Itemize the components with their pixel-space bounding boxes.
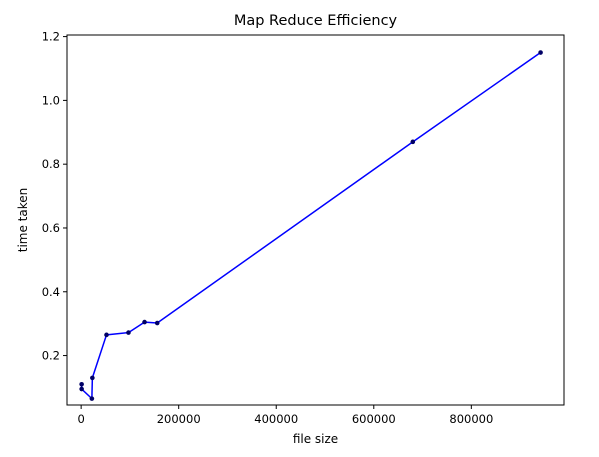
x-axis-label: file size — [293, 432, 338, 446]
y-tick-label: 1.0 — [42, 93, 60, 107]
x-tick-label: 800000 — [449, 412, 493, 426]
axes-frame — [66, 34, 565, 406]
data-point — [538, 50, 543, 55]
y-tick-label: 1.2 — [42, 30, 60, 44]
y-tick-label: 0.8 — [42, 157, 60, 171]
data-point — [142, 319, 147, 325]
y-tick-label: 0.2 — [42, 349, 60, 363]
data-point — [410, 139, 416, 145]
data-point — [126, 330, 131, 335]
x-tick-label: 0 — [77, 412, 84, 426]
data-point — [89, 396, 95, 401]
data-point — [79, 381, 84, 387]
x-tick-label: 200000 — [157, 412, 201, 426]
chart-title: Map Reduce Efficiency — [234, 13, 398, 29]
data-point — [79, 386, 84, 392]
x-tick-label: 600000 — [352, 412, 396, 426]
y-tick-label: 0.4 — [42, 285, 60, 299]
data-point — [154, 320, 160, 326]
x-tick-label: 400000 — [254, 412, 298, 426]
x-axis-ticks: 0 200000 400000 600000 800000 — [77, 405, 493, 426]
y-tick-label: 0.6 — [42, 221, 60, 235]
data-point — [90, 375, 95, 381]
plot-area — [79, 50, 543, 401]
series-line — [80, 51, 542, 400]
y-axis-ticks: 0.2 0.4 0.6 0.8 1.0 1.2 — [42, 30, 67, 363]
data-point — [104, 332, 109, 338]
y-axis-label: time taken — [16, 188, 30, 253]
